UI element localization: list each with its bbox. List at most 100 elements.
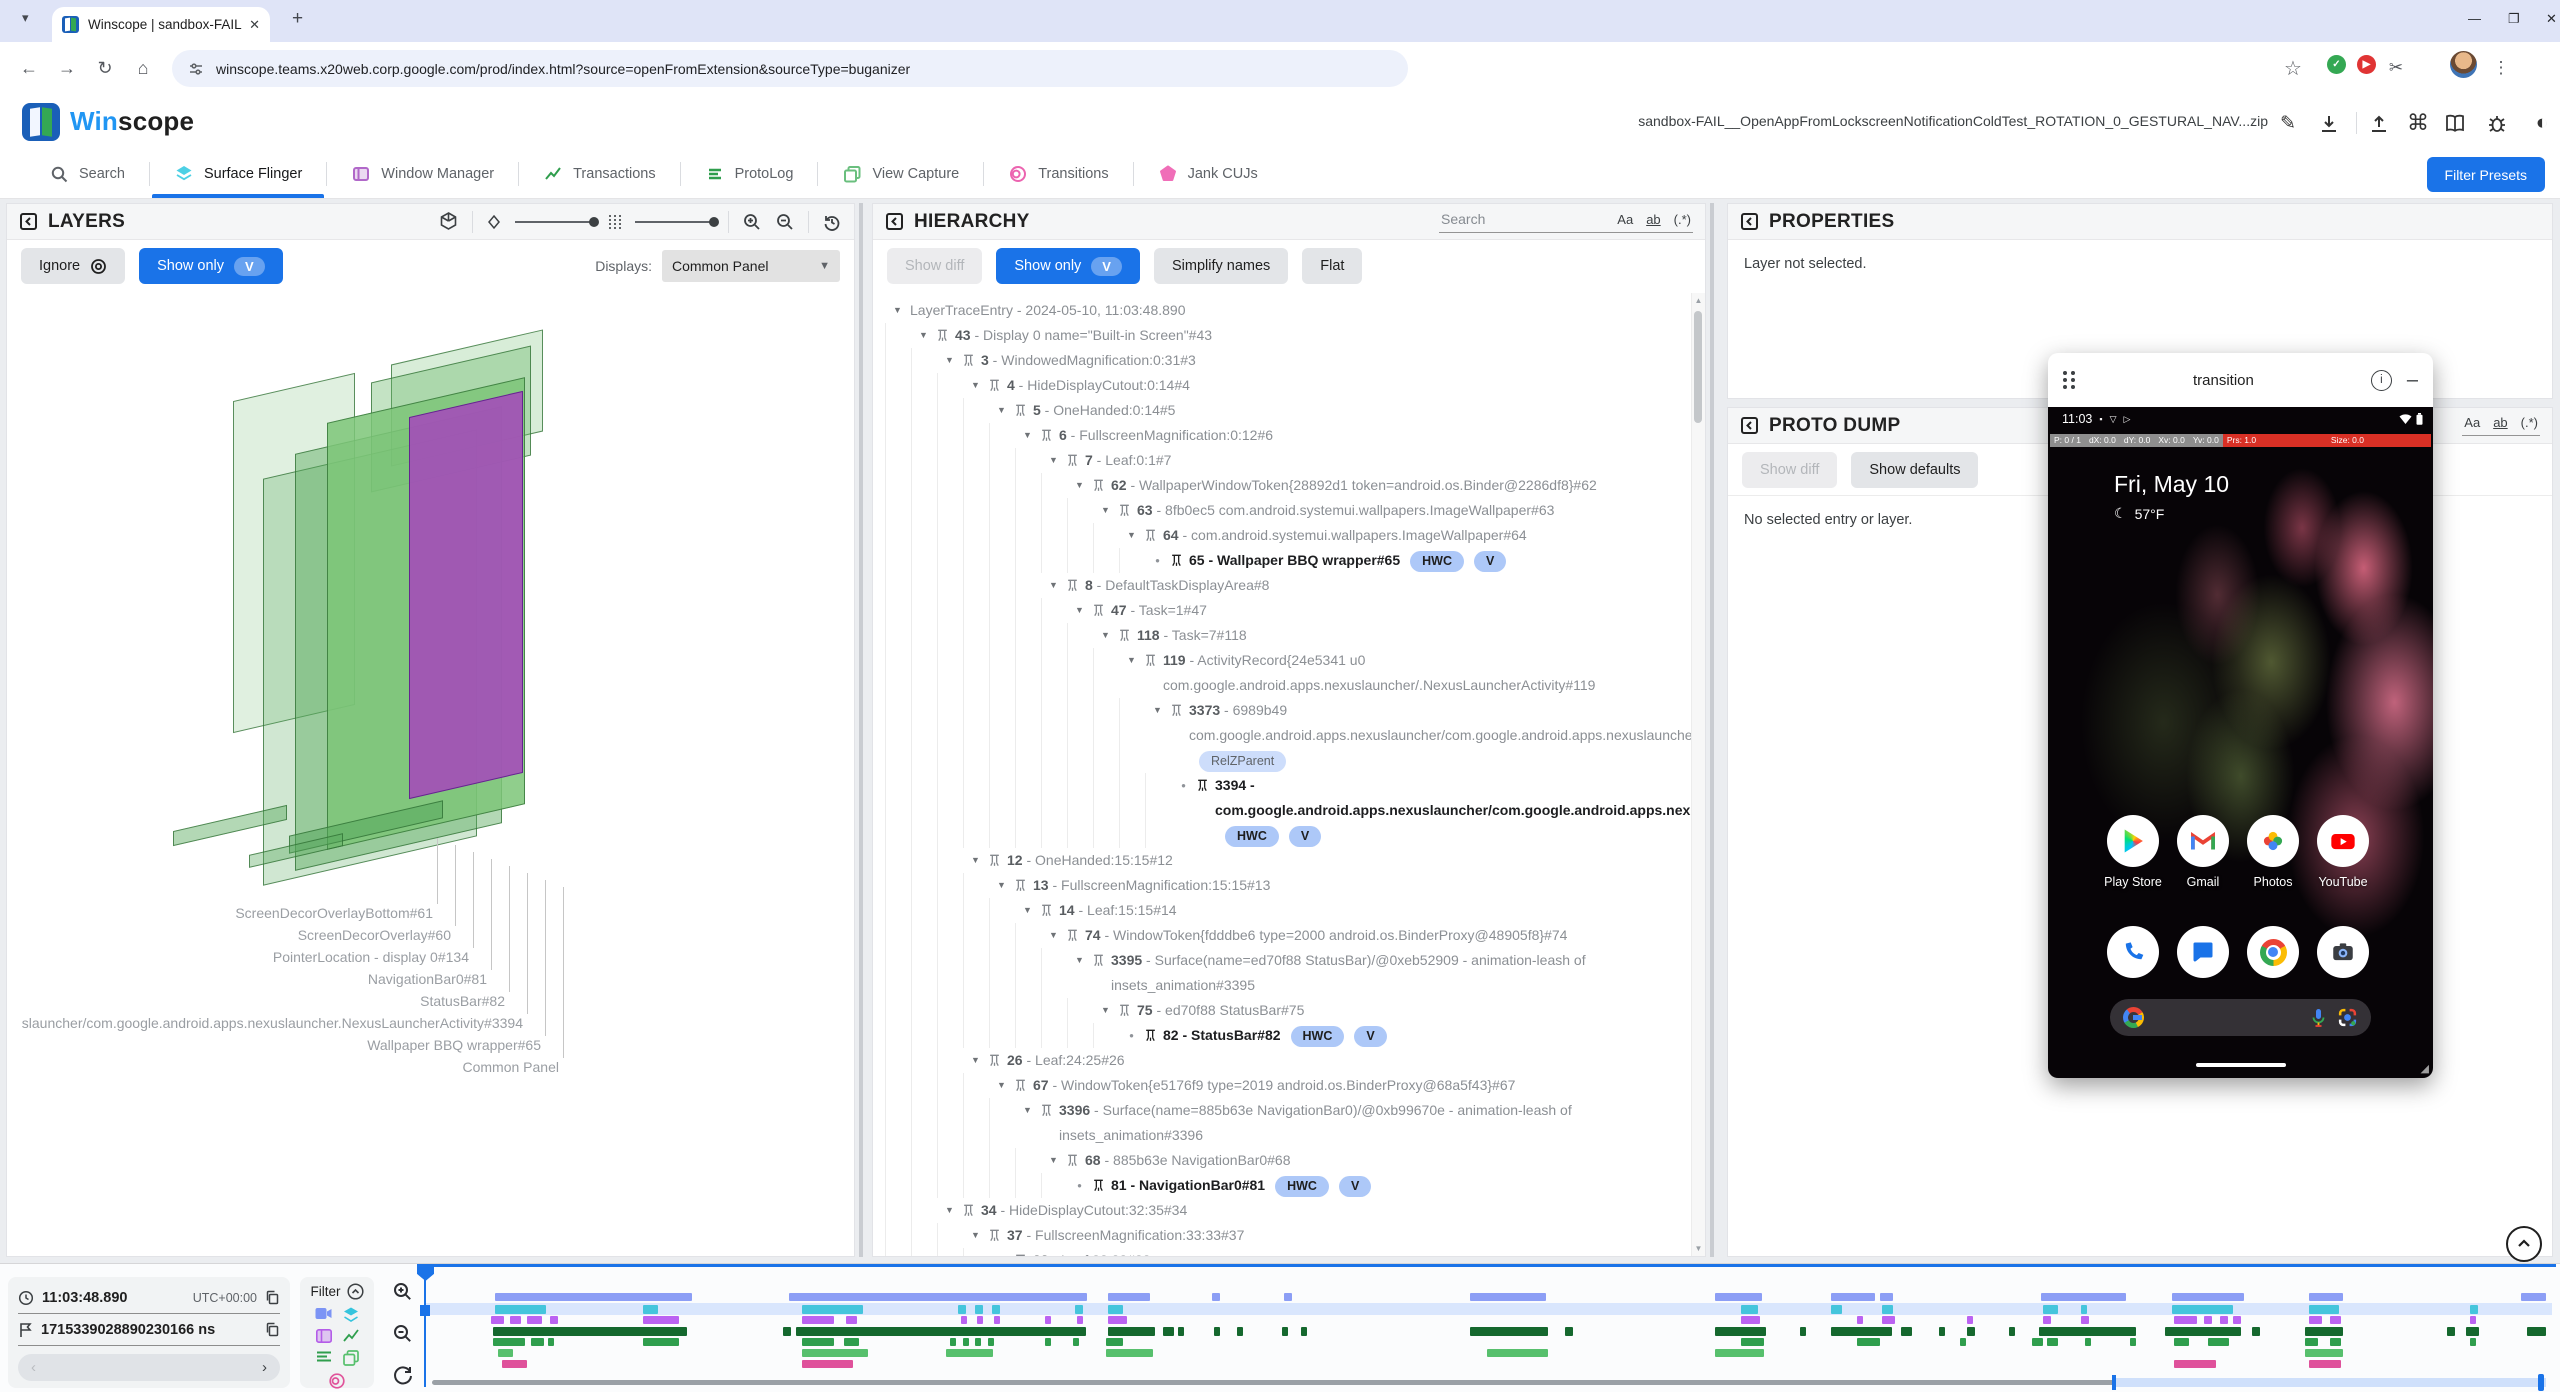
trace-entry-bar[interactable] (802, 1338, 834, 1346)
trace-entry-bar[interactable] (498, 1349, 513, 1357)
shortcuts-icon[interactable]: ⌘ (2407, 110, 2429, 135)
trace-entry-bar[interactable] (1073, 1338, 1079, 1346)
trace-entry-bar[interactable] (1715, 1349, 1764, 1357)
tree-node[interactable]: ▼ 34 - HideDisplayCutout:32:35#34 (873, 1198, 1692, 1223)
tree-node[interactable]: ▼ 74 - WindowToken{fdddbe6 type=2000 andr… (873, 923, 1692, 948)
rotation-slider[interactable] (515, 216, 599, 227)
tree-node[interactable]: ▼ 3395 - Surface(name=ed70f88 StatusBar)/… (873, 948, 1692, 998)
expand-arrow-icon[interactable]: ▼ (1023, 905, 1032, 915)
timeline-scrollbar[interactable] (432, 1380, 2114, 1385)
trace-entry-bar[interactable] (2305, 1349, 2343, 1357)
trace-entry-bar[interactable] (802, 1305, 863, 1314)
trace-entry-bar[interactable] (2305, 1327, 2343, 1336)
tab-transactions[interactable]: Transactions (519, 150, 679, 198)
panel-resizer[interactable] (1710, 203, 1714, 1257)
trace-entry-bar[interactable] (1045, 1338, 1051, 1346)
tree-node[interactable]: ▼ 8 - DefaultTaskDisplayArea#8 (873, 573, 1692, 598)
collapse-panel-icon[interactable] (1740, 212, 1759, 231)
trace-entry-bar[interactable] (1967, 1327, 1975, 1336)
tree-node[interactable]: ▼ 4 - HideDisplayCutout:0:14#4 (873, 373, 1692, 398)
trace-entry-bar[interactable] (846, 1316, 857, 1324)
expand-arrow-icon[interactable]: ▼ (971, 1230, 980, 1240)
trace-entry-bar[interactable] (643, 1338, 679, 1346)
expand-arrow-icon[interactable]: ▼ (1153, 705, 1162, 715)
tree-node[interactable]: ● 65 - Wallpaper BBQ wrapper#65 HWC V (873, 548, 1692, 573)
tree-node[interactable]: ▼ 67 - WindowToken{e5176f9 type=2019 andr… (873, 1073, 1692, 1098)
protolog-toggle-icon[interactable] (316, 1350, 332, 1363)
tree-node[interactable]: ▼ 119 - ActivityRecord{24e5341 u0 com.goo… (873, 648, 1692, 698)
documentation-book-icon[interactable] (2444, 114, 2466, 134)
expand-arrow-icon[interactable]: ▼ (971, 1055, 980, 1065)
prev-entry-icon[interactable]: ‹ (31, 1359, 36, 1376)
messages-app-icon[interactable] (2177, 926, 2229, 978)
regex-icon[interactable]: (.*) (2520, 415, 2538, 430)
trace-entry-bar[interactable] (1831, 1305, 1842, 1314)
trace-entry-bar[interactable] (1857, 1316, 1863, 1324)
expand-arrow-icon[interactable]: ▼ (989, 1248, 1014, 1256)
window-maximize-icon[interactable]: ❐ (2508, 11, 2520, 26)
expand-arrow-icon[interactable]: ▼ (971, 855, 980, 865)
trace-entry-bar[interactable] (2130, 1338, 2136, 1346)
spacing-slider[interactable] (635, 216, 719, 227)
trace-entry-bar[interactable] (495, 1293, 692, 1301)
trace-entry-bar[interactable] (1960, 1338, 1966, 1346)
trace-entry-bar[interactable] (1108, 1293, 1150, 1301)
trace-entry-bar[interactable] (2204, 1316, 2212, 1324)
trace-entry-bar[interactable] (2043, 1316, 2051, 1324)
trace-entry-bar[interactable] (550, 1316, 558, 1324)
range-handle-right[interactable] (2538, 1374, 2544, 1391)
drag-handle-icon[interactable] (2063, 371, 2076, 389)
trace-entry-bar[interactable] (643, 1316, 679, 1324)
tree-node[interactable]: ▼ 118 - Task=7#118 (873, 623, 1692, 648)
trace-entry-bar[interactable] (2081, 1316, 2089, 1324)
tree-node[interactable]: ▼ 37 - FullscreenMagnification:33:33#37 (873, 1223, 1692, 1248)
trace-entry-bar[interactable] (1075, 1305, 1083, 1314)
tree-node[interactable]: ▼ LayerTraceEntry - 2024-05-10, 11:03:48.… (873, 298, 1692, 323)
trace-entry-bar[interactable] (1106, 1349, 1153, 1357)
trace-entry-bar[interactable] (2309, 1360, 2341, 1368)
profile-avatar[interactable] (2450, 51, 2477, 78)
tab-window-manager[interactable]: Window Manager (327, 150, 518, 198)
trace-entry-bar[interactable] (1108, 1316, 1127, 1324)
expand-arrow-icon[interactable]: ▼ (1127, 655, 1136, 665)
trace-entry-bar[interactable] (2032, 1338, 2043, 1346)
expand-arrow-icon[interactable]: ▼ (1075, 480, 1084, 490)
show-defaults-button[interactable]: Show defaults (1851, 451, 1979, 488)
trace-entry-bar[interactable] (1237, 1327, 1243, 1336)
tree-node[interactable]: ▼ 63 - 8fb0ec5 com.android.systemui.wallp… (873, 498, 1692, 523)
extension-check-icon[interactable]: ✓ (2327, 55, 2346, 74)
show-only-button[interactable]: Show only V (139, 248, 283, 284)
tree-node[interactable]: ● 81 - NavigationBar0#81 HWC V (873, 1173, 1692, 1198)
layer-rect[interactable] (409, 390, 523, 800)
trace-entry-bar[interactable] (1715, 1327, 1766, 1336)
3d-view-icon[interactable] (438, 211, 459, 232)
home-icon[interactable]: ⌂ (137, 57, 149, 78)
hierarchy-search-field[interactable]: Search Aa ab (.*) (1439, 211, 1693, 233)
expand-arrow-icon[interactable]: ▼ (893, 305, 902, 315)
trace-entry-bar[interactable] (961, 1316, 967, 1324)
ignore-button[interactable]: Ignore (21, 248, 126, 284)
trace-entry-bar[interactable] (2330, 1338, 2341, 1346)
tree-node[interactable]: ▼ 75 - ed70f88 StatusBar#75 (873, 998, 1692, 1023)
zoom-in-icon[interactable] (742, 212, 762, 232)
scissors-extension-icon[interactable]: ✂ (2388, 58, 2404, 77)
trace-entry-bar[interactable] (1882, 1316, 1895, 1324)
collapse-timeline-button[interactable] (2506, 1226, 2542, 1262)
expand-arrow-icon[interactable]: ▼ (971, 380, 980, 390)
expand-arrow-icon[interactable]: ▼ (945, 1205, 954, 1215)
match-word-icon[interactable]: ab (2493, 415, 2508, 430)
collapse-panel-icon[interactable] (19, 212, 38, 231)
expand-arrow-icon[interactable]: ▼ (1101, 1005, 1110, 1015)
trace-entry-bar[interactable] (783, 1327, 791, 1336)
trace-entry-bar[interactable] (2174, 1316, 2197, 1324)
tab-close-icon[interactable]: ✕ (249, 16, 260, 32)
zoom-range-selection[interactable] (2114, 1378, 2546, 1387)
tree-node[interactable]: ● 3394 - com.google.android.apps.nexuslau… (873, 773, 1692, 848)
trace-entry-bar[interactable] (802, 1349, 868, 1357)
tab-view-capture[interactable]: View Capture (818, 150, 983, 198)
trace-entry-bar[interactable] (495, 1305, 546, 1314)
upload-icon[interactable] (2368, 113, 2390, 135)
trace-entry-bar[interactable] (2447, 1327, 2455, 1336)
human-time-field[interactable]: 11:03:48.890 UTC+00:00 (18, 1282, 280, 1314)
trace-entry-bar[interactable] (2305, 1338, 2318, 1346)
